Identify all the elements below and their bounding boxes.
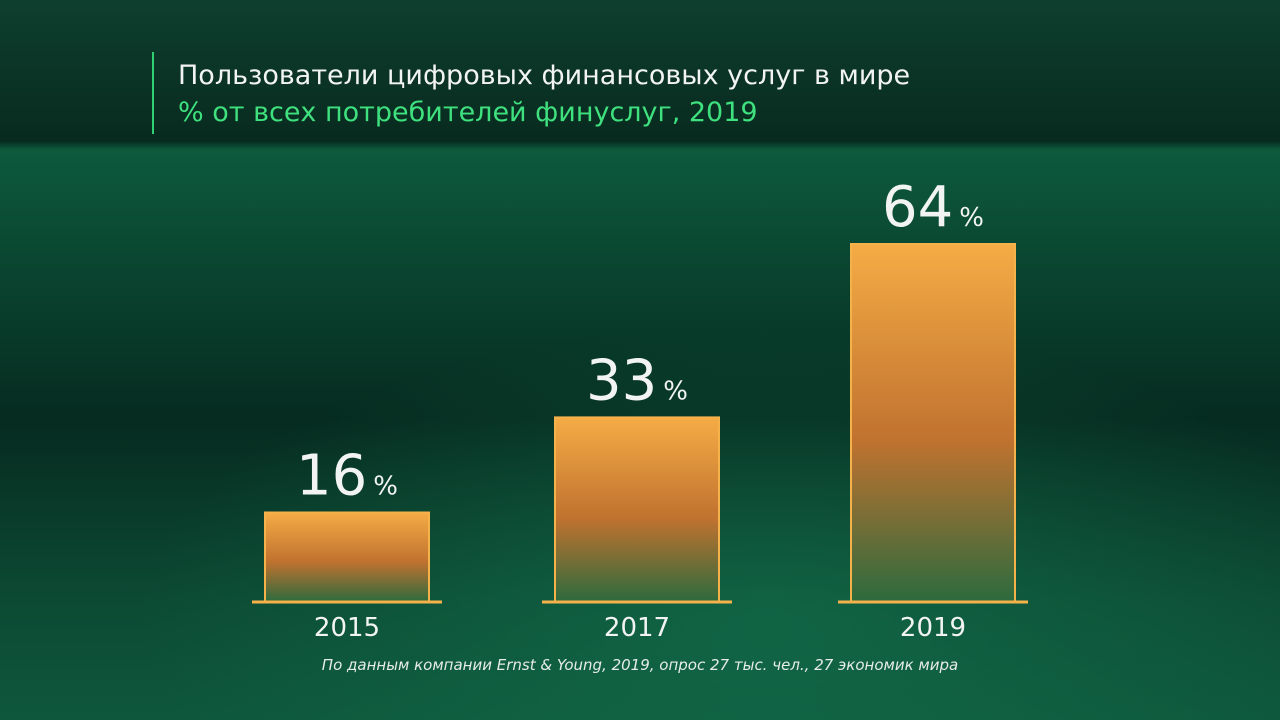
value-label-2017: 33% [586, 348, 688, 413]
value-label-2019: 64% [882, 175, 984, 240]
bar-2015 [264, 511, 430, 603]
category-label-2015: 2015 [314, 613, 380, 643]
bar-2017 [554, 416, 720, 603]
bar-2019 [850, 243, 1016, 603]
category-label-2017: 2017 [604, 613, 670, 643]
chart-title: Пользователи цифровых финансовых услуг в… [178, 60, 911, 91]
chart-subtitle: % от всех потребителей финуслуг, 2019 [178, 97, 758, 128]
category-label-2019: 2019 [900, 613, 966, 643]
value-label-2015: 16% [296, 444, 398, 509]
header-band [0, 0, 1280, 142]
source-note: По данным компании Ernst & Young, 2019, … [321, 656, 959, 674]
title-accent-rule [152, 52, 154, 134]
